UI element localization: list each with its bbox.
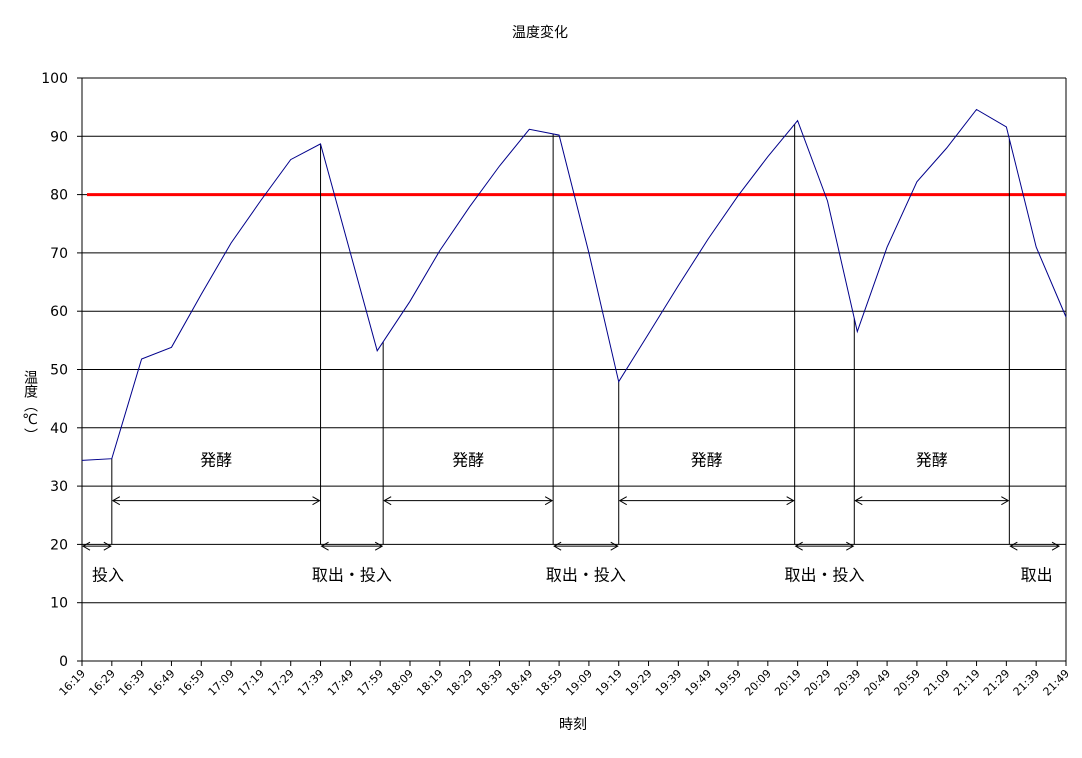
phase-label: 発酵 [916, 451, 948, 470]
transfer-arrow [320, 541, 384, 551]
transfer-arrow [81, 541, 112, 551]
x-tick-label: 19:29 [623, 667, 655, 699]
phase-label: 発酵 [452, 451, 484, 470]
x-tick-label: 16:59 [176, 667, 208, 699]
tick-labels: 010203040506070809010016:1916:2916:3916:… [41, 71, 1072, 699]
x-tick-label: 18:19 [414, 667, 446, 699]
x-tick-label: 20:49 [862, 667, 894, 699]
x-tick-label: 18:09 [385, 667, 417, 699]
x-tick-label: 20:19 [772, 667, 804, 699]
y-tick-label: 40 [50, 421, 68, 437]
series-line [81, 108, 1067, 461]
x-axis-title: 時刻 [559, 717, 587, 733]
x-tick-label: 16:49 [146, 667, 178, 699]
x-tick-label: 16:29 [86, 667, 118, 699]
x-tick-label: 20:59 [891, 667, 923, 699]
y-tick-label: 30 [50, 479, 68, 495]
y-tick-label: 50 [50, 363, 68, 379]
y-tick-label: 10 [50, 596, 68, 612]
x-tick-label: 20:39 [832, 667, 864, 699]
phase-arrow [111, 496, 321, 506]
y-axis-title: 温度（℃） [22, 370, 38, 442]
x-tick-label: 21:29 [981, 667, 1013, 699]
arrow-head-right [312, 496, 321, 506]
arrow-head-left [1009, 541, 1018, 551]
arrow-head-left [383, 496, 392, 506]
transfer-label: 取出・投入 [546, 566, 626, 585]
x-tick-label: 17:39 [295, 667, 327, 699]
x-tick-label: 19:59 [713, 667, 745, 699]
x-tick-label: 19:09 [563, 667, 595, 699]
phase-label: 発酵 [691, 451, 723, 470]
x-tick-label: 17:59 [355, 667, 387, 699]
x-tick-label: 21:09 [921, 667, 953, 699]
x-tick-label: 17:09 [206, 667, 238, 699]
axes [77, 77, 1067, 666]
y-tick-label: 70 [50, 246, 68, 262]
transfer-label: 取出・投入 [312, 566, 392, 585]
arrow-head-left [320, 541, 329, 551]
x-tick-label: 19:39 [653, 667, 685, 699]
arrow-head-left [618, 496, 627, 506]
x-tick-label: 17:49 [325, 667, 357, 699]
arrow-head-right [846, 541, 855, 551]
x-tick-label: 17:19 [235, 667, 267, 699]
arrow-head-right [103, 541, 112, 551]
y-tick-label: 90 [50, 129, 68, 145]
y-tick-label: 0 [59, 654, 68, 670]
x-tick-label: 18:29 [444, 667, 476, 699]
x-tick-label: 18:39 [474, 667, 506, 699]
x-tick-label: 18:59 [534, 667, 566, 699]
transfer-label: 取出 [1021, 566, 1053, 585]
transfer-arrow [1009, 541, 1061, 551]
y-tick-label: 20 [50, 537, 68, 553]
chart-title: 温度変化 [512, 24, 568, 41]
transfer-arrow [794, 541, 855, 551]
arrow-head-left [794, 541, 803, 551]
arrow-head-right [1051, 541, 1061, 551]
transfer-label: 取出・投入 [784, 566, 864, 585]
arrow-head-left [553, 541, 562, 551]
arrow-head-right [786, 496, 795, 506]
x-tick-label: 19:49 [683, 667, 715, 699]
series-group [81, 108, 1067, 461]
x-tick-label: 19:19 [593, 667, 625, 699]
x-tick-label: 18:49 [504, 667, 536, 699]
phase-arrow [383, 496, 554, 506]
x-tick-label: 21:39 [1011, 667, 1043, 699]
x-tick-label: 16:19 [57, 667, 89, 699]
arrow-head-right [544, 496, 554, 506]
y-tick-label: 100 [41, 71, 68, 87]
arrow-head-left [111, 496, 121, 506]
transfer-label: 投入 [92, 566, 124, 585]
arrow-head-left [854, 496, 863, 506]
arrow-head-left [81, 541, 91, 551]
y-tick-label: 80 [50, 188, 68, 204]
marker-lines [111, 124, 1010, 545]
phase-arrow [854, 496, 1010, 506]
phase-arrow [618, 496, 795, 506]
x-tick-label: 21:19 [951, 667, 983, 699]
arrow-head-right [610, 541, 619, 551]
x-tick-label: 17:29 [265, 667, 297, 699]
y-tick-label: 60 [50, 304, 68, 320]
x-tick-label: 20:09 [742, 667, 774, 699]
x-tick-label: 21:49 [1041, 667, 1073, 699]
x-tick-label: 20:29 [802, 667, 834, 699]
arrow-head-right [374, 541, 384, 551]
x-tick-label: 16:39 [116, 667, 148, 699]
transfer-arrow [553, 541, 619, 551]
arrow-head-right [1001, 496, 1010, 506]
phase-label: 発酵 [200, 451, 232, 470]
gridlines [82, 77, 1066, 604]
